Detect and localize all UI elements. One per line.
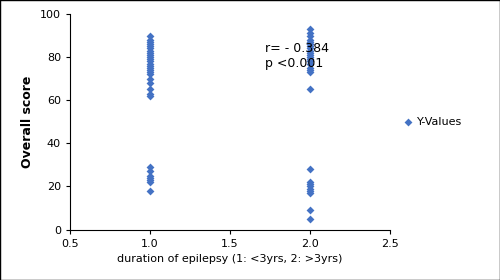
Y-Values [146, 70, 154, 74]
Y-Values [146, 176, 154, 180]
Y-axis label: Overall score: Overall score [22, 76, 35, 168]
Y-Values [146, 44, 154, 49]
Y-Values [146, 38, 154, 42]
X-axis label: duration of epilepsy (1: <3yrs, 2: >3yrs): duration of epilepsy (1: <3yrs, 2: >3yrs… [118, 254, 342, 264]
Y-Values [146, 81, 154, 85]
Y-Values [146, 42, 154, 46]
Point [306, 68, 314, 72]
Point [306, 33, 314, 38]
Point [306, 188, 314, 193]
Legend: Y-Values: Y-Values [399, 112, 466, 131]
Point [306, 217, 314, 221]
Y-Values [146, 64, 154, 68]
Y-Values [146, 55, 154, 59]
Y-Values [146, 76, 154, 81]
Point [306, 208, 314, 213]
Y-Values [146, 180, 154, 185]
Y-Values [146, 165, 154, 169]
Point [306, 57, 314, 62]
Point [306, 191, 314, 195]
Point [306, 182, 314, 186]
Point [306, 59, 314, 64]
Point [306, 167, 314, 171]
Y-Values [146, 59, 154, 64]
Point [306, 184, 314, 189]
Y-Values [146, 188, 154, 193]
Y-Values [146, 72, 154, 77]
Y-Values [146, 68, 154, 72]
Point [306, 44, 314, 49]
Y-Values [146, 46, 154, 51]
Y-Values [146, 57, 154, 62]
Point [306, 27, 314, 31]
Y-Values [146, 40, 154, 44]
Y-Values [146, 66, 154, 70]
Point [306, 40, 314, 44]
Y-Values [146, 33, 154, 38]
Y-Values [146, 61, 154, 66]
Point [306, 70, 314, 74]
Point [306, 38, 314, 42]
Point [306, 48, 314, 53]
Y-Values [146, 94, 154, 98]
Y-Values [146, 51, 154, 55]
Point [306, 87, 314, 92]
Y-Values [146, 87, 154, 92]
Y-Values [146, 174, 154, 178]
Text: r= - 0.384
p <0.001: r= - 0.384 p <0.001 [265, 42, 329, 70]
Y-Values [146, 92, 154, 96]
Point [306, 42, 314, 46]
Y-Values [146, 48, 154, 53]
Y-Values [146, 169, 154, 174]
Point [306, 46, 314, 51]
Point [306, 180, 314, 185]
Point [306, 31, 314, 36]
Point [306, 186, 314, 191]
Point [306, 53, 314, 57]
Y-Values [146, 178, 154, 182]
Point [306, 51, 314, 55]
Point [306, 61, 314, 66]
Y-Values [146, 53, 154, 57]
Point [306, 55, 314, 59]
Point [306, 66, 314, 70]
